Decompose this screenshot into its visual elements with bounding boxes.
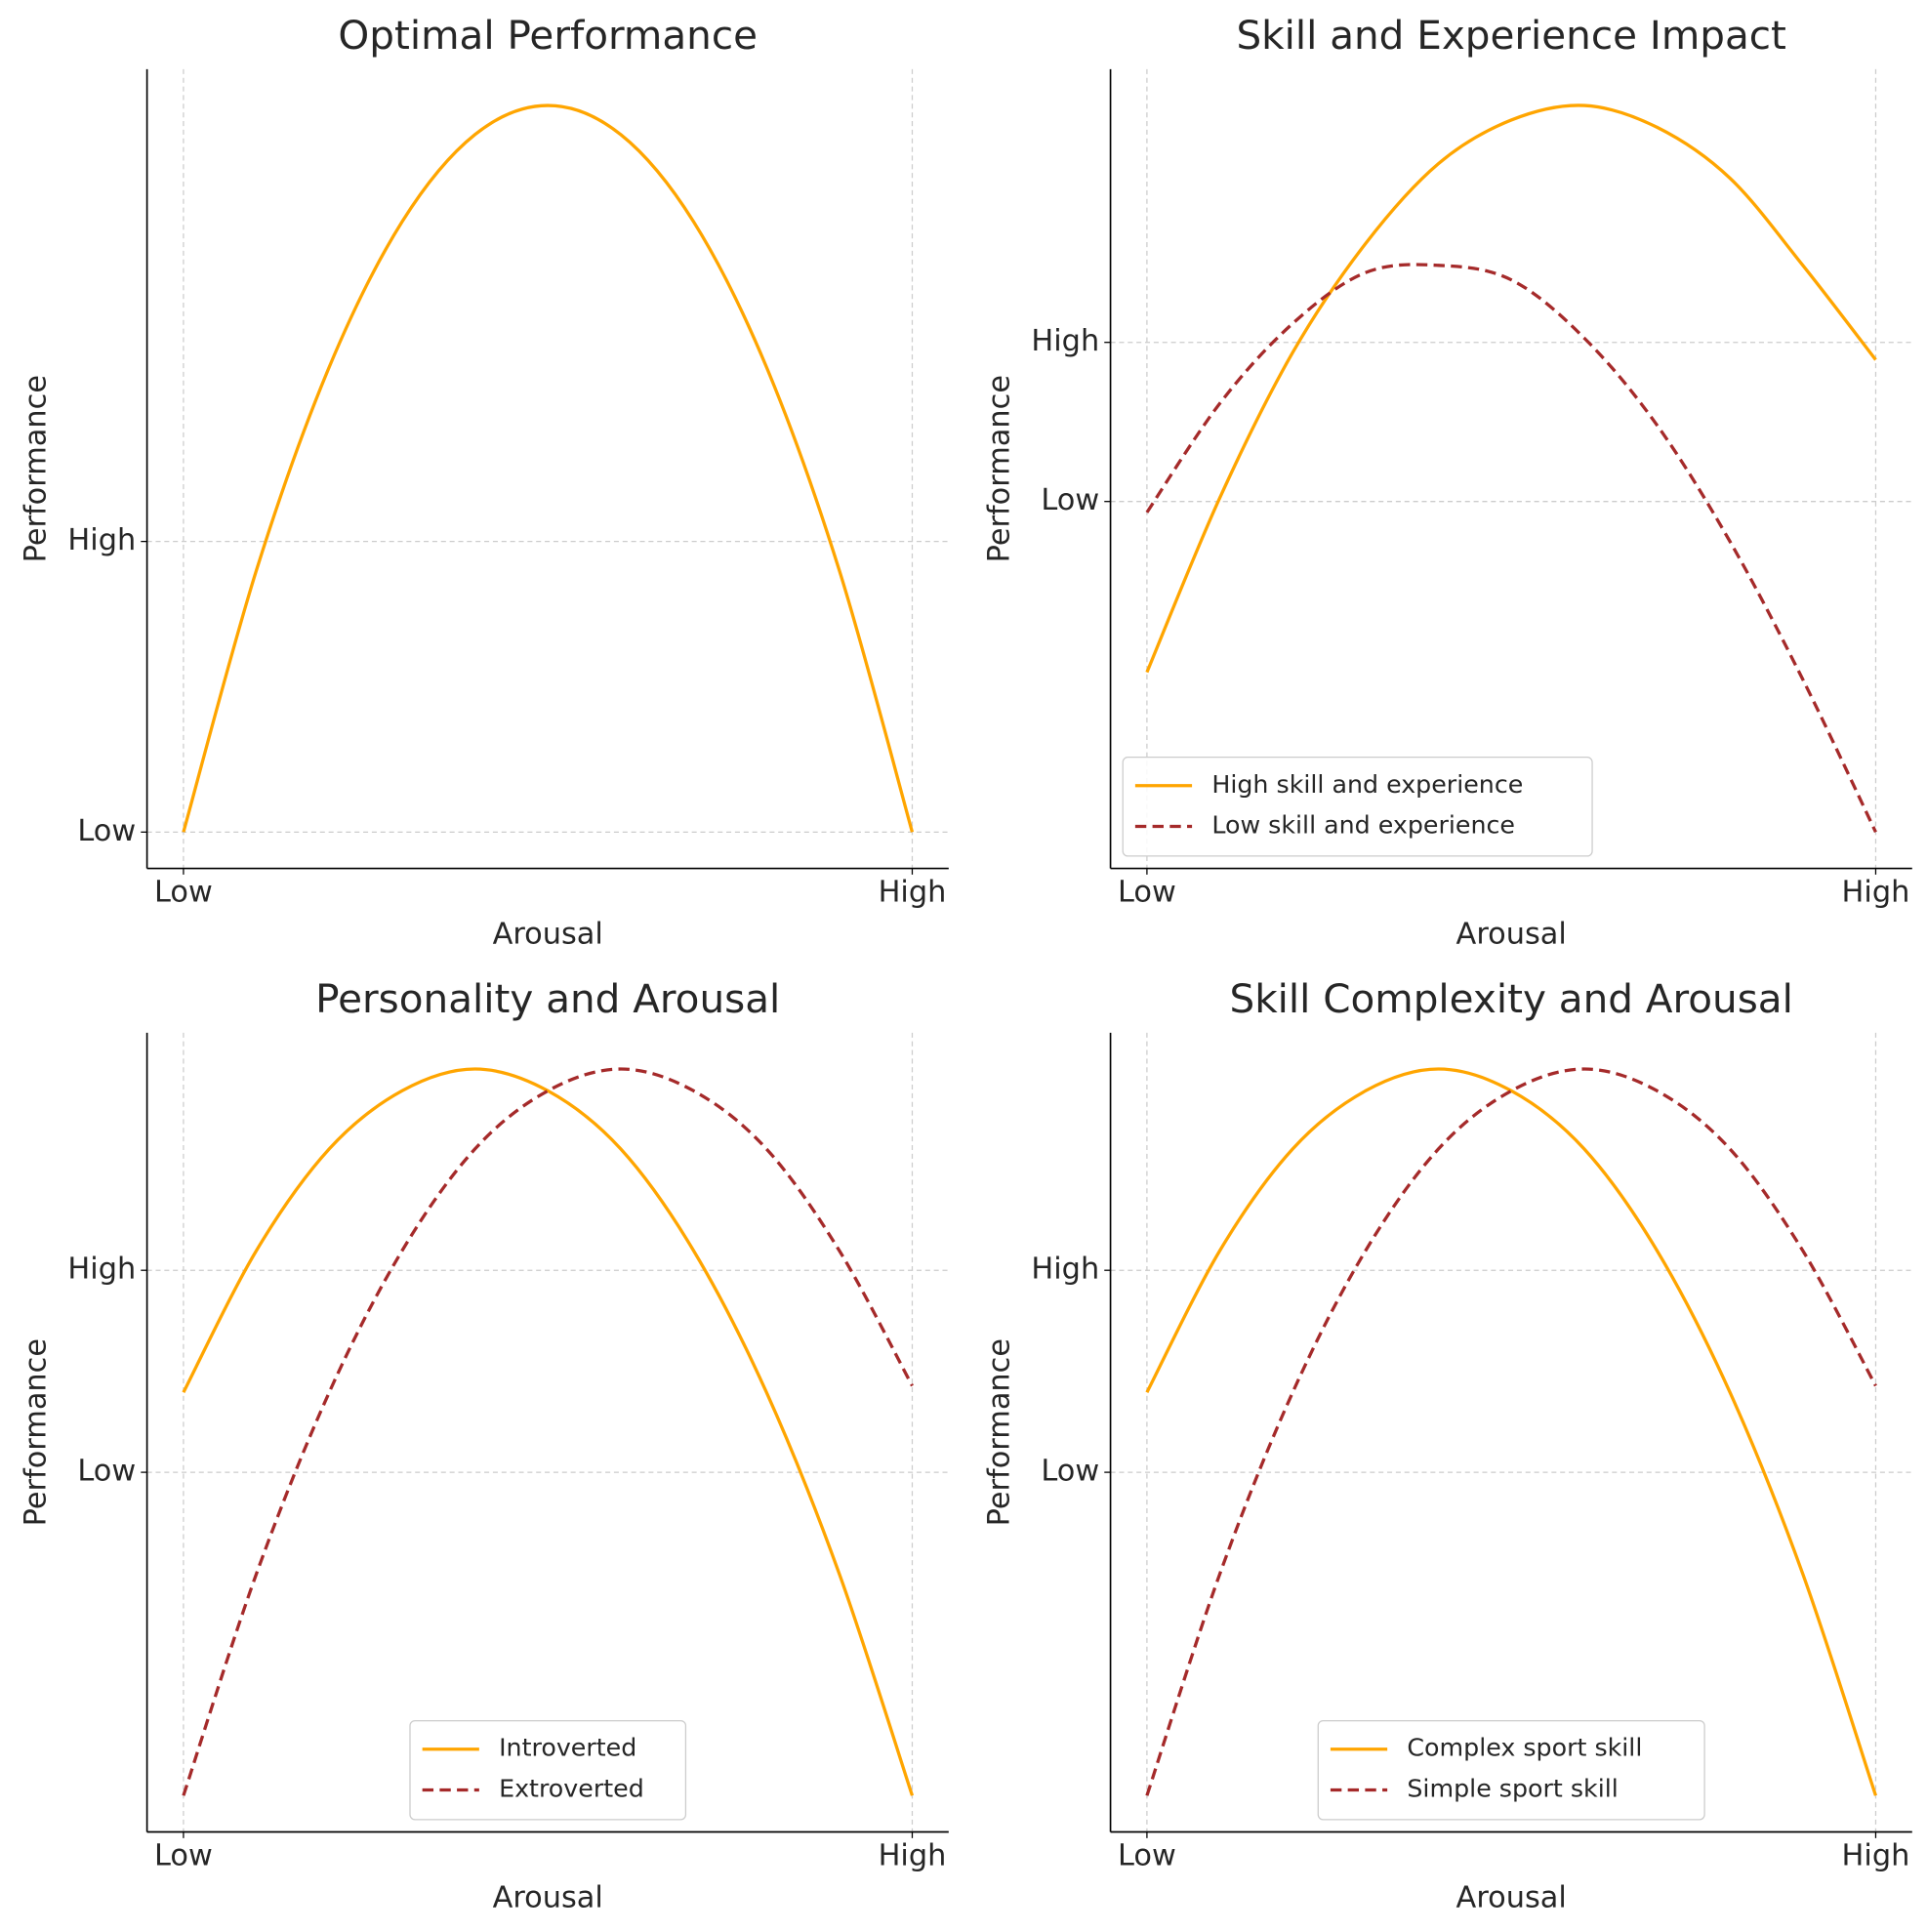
x-tick-label: Low: [154, 875, 213, 909]
y-tick-label: High: [67, 523, 136, 557]
x-axis-label: Arousal: [493, 1880, 603, 1914]
x-tick-label: Low: [1118, 875, 1176, 909]
data-line: [182, 103, 915, 833]
legend-label: Extroverted: [499, 1774, 644, 1802]
x-tick-label: High: [1842, 1838, 1910, 1872]
subplot-title: Personality and Arousal: [315, 975, 780, 1022]
y-tick-label: Low: [1041, 483, 1099, 517]
x-axis-label: Arousal: [1456, 917, 1567, 951]
y-tick-label: High: [67, 1253, 136, 1287]
data-line: [1145, 1067, 1878, 1796]
data-line: [182, 1067, 914, 1796]
data-line: [1145, 103, 1877, 674]
y-tick-label: Low: [77, 1455, 136, 1489]
legend-label: High skill and experience: [1211, 770, 1523, 799]
x-tick-label: Low: [1118, 1838, 1176, 1872]
legend-box: [1122, 757, 1593, 857]
x-tick-label: High: [879, 875, 947, 909]
x-axis-label: Arousal: [493, 917, 603, 951]
y-tick-label: High: [1031, 1253, 1099, 1287]
legend-label: Complex sport skill: [1407, 1734, 1642, 1762]
legend-box: [1317, 1719, 1705, 1821]
subplot: Low High Low High Optimal Performance Arousal…: [19, 12, 949, 951]
subplot-title: Skill Complexity and Arousal: [1230, 975, 1793, 1022]
legend-label: Simple sport skill: [1407, 1774, 1618, 1802]
subplot: Low High Low High Skill Complexity and Arous…: [982, 975, 1912, 1914]
subplot: Low High Low High Personality and Arousal Aro…: [19, 975, 949, 1914]
data-line: [182, 1067, 915, 1796]
legend-label: Introverted: [499, 1734, 636, 1762]
legend-box: [409, 1719, 687, 1821]
subplot: Low High Low High Skill and Experience Impac…: [982, 12, 1912, 951]
x-tick-label: Low: [154, 1838, 213, 1872]
y-axis-label: Performance: [982, 375, 1016, 562]
data-line: [1145, 263, 1877, 834]
legend-label: Low skill and experience: [1211, 811, 1515, 840]
y-tick-label: High: [1031, 324, 1099, 358]
y-tick-label: Low: [77, 814, 136, 848]
y-axis-label: Performance: [19, 375, 53, 562]
x-tick-label: High: [1842, 875, 1910, 909]
subplot-title: Skill and Experience Impact: [1236, 12, 1785, 59]
data-line: [1145, 1067, 1877, 1796]
x-tick-label: High: [879, 1838, 947, 1872]
y-axis-label: Performance: [19, 1338, 53, 1526]
subplot-title: Optimal Performance: [338, 12, 758, 59]
y-axis-label: Performance: [982, 1338, 1016, 1526]
x-axis-label: Arousal: [1456, 1880, 1567, 1914]
y-tick-label: Low: [1041, 1455, 1099, 1489]
